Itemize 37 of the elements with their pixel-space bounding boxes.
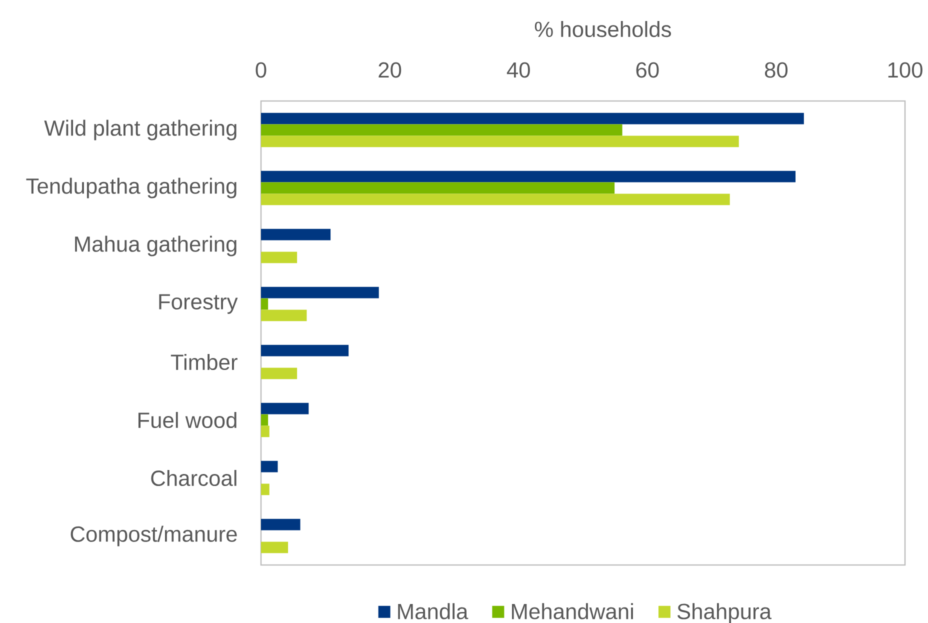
bar — [261, 426, 270, 438]
bar — [261, 484, 270, 496]
x-tick-label: 40 — [506, 62, 530, 78]
x-tick-label: 60 — [636, 62, 659, 78]
x-tick-label: 100 — [888, 62, 922, 78]
bar — [261, 542, 288, 554]
y-tick-label: Compost/manure — [70, 526, 237, 546]
x-tick-label: 20 — [378, 62, 402, 78]
bar — [261, 228, 331, 240]
x-axis-title: % households — [534, 21, 671, 38]
x-tick-label: 80 — [764, 62, 788, 78]
bar — [261, 182, 615, 194]
y-tick-label: Fuel wood — [138, 412, 236, 428]
y-tick-label: Timber — [170, 354, 238, 370]
y-tick-label: Wild plant gathering — [44, 120, 236, 140]
x-tick-label: 0 — [256, 62, 266, 78]
bar — [261, 460, 278, 472]
bar — [261, 298, 268, 310]
bar — [261, 136, 739, 148]
bar — [261, 344, 349, 356]
bar — [261, 368, 298, 380]
bar — [261, 252, 298, 264]
bar — [261, 310, 307, 322]
y-tick-label: Mahua gathering — [75, 236, 236, 256]
bar — [261, 170, 796, 182]
bar — [261, 112, 804, 124]
y-tick-label: Forestry — [159, 294, 238, 314]
bar — [261, 518, 300, 530]
bar — [261, 402, 309, 414]
legend-label: Mandla — [398, 603, 468, 620]
y-tick-label: Charcoal — [151, 470, 236, 486]
bar — [261, 286, 379, 298]
y-tick-label: Tendupatha gathering — [26, 178, 236, 198]
bar — [261, 194, 730, 206]
legend-label: Mehandwani — [512, 603, 633, 620]
bar — [261, 414, 268, 426]
bar — [261, 124, 622, 136]
